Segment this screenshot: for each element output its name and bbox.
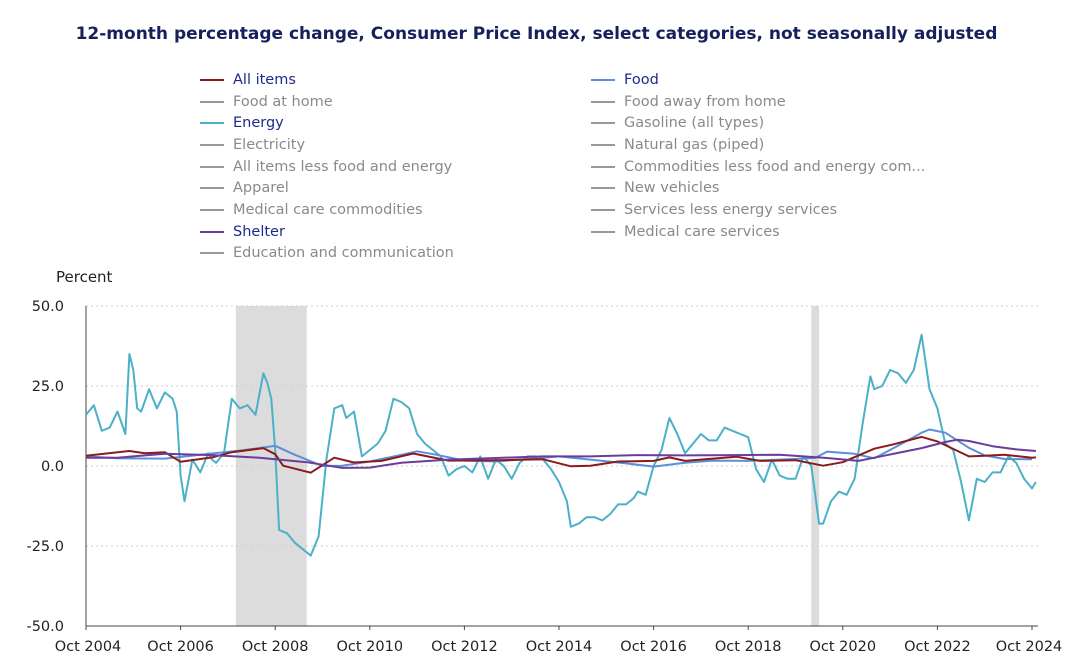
x-tick-label: Oct 2018: [715, 639, 782, 655]
y-axis-label: Percent: [56, 268, 113, 286]
x-tick-label: Oct 2022: [904, 639, 971, 655]
legend-label: Commodities less food and energy com...: [624, 158, 926, 175]
legend-item[interactable]: Medical care services: [591, 221, 925, 243]
legend-label: Food at home: [233, 93, 333, 110]
legend-label: Apparel: [233, 180, 289, 197]
series-line-food: [85, 428, 1033, 468]
legend-item[interactable]: Education and communication: [200, 243, 454, 265]
legend-swatch: [200, 78, 224, 81]
legend-right-column: Food Food away from home Gasoline (all typ…: [591, 69, 925, 243]
legend-item[interactable]: Electricity: [200, 134, 454, 156]
legend-item[interactable]: Apparel: [200, 177, 454, 199]
y-tick-label: 25.0: [32, 379, 64, 395]
legend-label: Shelter: [233, 223, 285, 240]
legend-swatch: [591, 165, 615, 168]
x-tick-label: Oct 2012: [431, 639, 498, 655]
legend-item[interactable]: All items: [200, 69, 454, 91]
legend-label: Energy: [233, 115, 284, 132]
x-tick-label: Oct 2006: [147, 639, 214, 655]
series-line-all-items: [85, 435, 1036, 474]
legend-swatch: [591, 122, 615, 125]
x-tick-label: Oct 2024: [996, 639, 1063, 655]
legend-label: Electricity: [233, 136, 306, 153]
legend-item[interactable]: Gasoline (all types): [591, 112, 925, 134]
series-line-shelter: [86, 438, 1036, 469]
legend-label: Food: [624, 71, 659, 88]
legend-item[interactable]: Food away from home: [591, 91, 925, 113]
x-tick-label: Oct 2008: [242, 639, 309, 655]
legend-swatch: [200, 208, 224, 211]
legend-swatch: [591, 208, 615, 211]
legend-label: Education and communication: [233, 245, 454, 262]
legend-label: All items less food and energy: [233, 158, 453, 175]
legend-swatch: [200, 187, 224, 190]
y-tick-label: -50.0: [26, 619, 64, 635]
legend-swatch: [200, 100, 224, 103]
x-tick-label: Oct 2014: [526, 639, 593, 655]
legend-item[interactable]: Shelter: [200, 221, 454, 243]
recession-shading: [811, 306, 820, 626]
legend-swatch: [591, 187, 615, 190]
legend-label: Services less energy services: [624, 201, 838, 218]
legend-item[interactable]: New vehicles: [591, 177, 925, 199]
x-tick-label: Oct 2010: [337, 639, 404, 655]
legend-swatch: [200, 143, 224, 146]
legend-left-column: All items Food at home Energy Electricity Al…: [200, 69, 454, 264]
legend-label: Medical care commodities: [233, 201, 423, 218]
y-tick-label: 0.0: [41, 459, 64, 475]
legend-label: Gasoline (all types): [624, 115, 765, 132]
legend-item[interactable]: Commodities less food and energy com...: [591, 156, 925, 178]
legend-swatch: [200, 230, 224, 233]
legend-item[interactable]: Services less energy services: [591, 199, 925, 221]
legend-item[interactable]: Food at home: [200, 91, 454, 113]
x-tick-label: Oct 2016: [620, 639, 687, 655]
legend-swatch: [200, 122, 224, 125]
legend-item[interactable]: Natural gas (piped): [591, 134, 925, 156]
x-tick-label: Oct 2020: [810, 639, 877, 655]
legend-label: Natural gas (piped): [624, 136, 765, 153]
y-tick-label: 50.0: [32, 299, 64, 315]
chart-title: 12-month percentage change, Consumer Pri…: [75, 24, 998, 44]
legend-swatch: [591, 100, 615, 103]
legend-label: Food away from home: [624, 93, 786, 110]
legend-label: All items: [233, 71, 296, 88]
legend-item[interactable]: Food: [591, 69, 925, 91]
legend-swatch: [200, 252, 224, 255]
legend-label: New vehicles: [624, 180, 720, 197]
legend-swatch: [200, 165, 224, 168]
legend-swatch: [591, 143, 615, 146]
legend-item[interactable]: All items less food and energy: [200, 156, 454, 178]
legend-swatch: [591, 230, 615, 233]
y-tick-label: -25.0: [26, 539, 64, 555]
legend-label: Medical care services: [624, 223, 780, 240]
legend-item[interactable]: Energy: [200, 112, 454, 134]
x-tick-label: Oct 2004: [55, 639, 122, 655]
legend-swatch: [591, 78, 615, 81]
legend-item[interactable]: Medical care commodities: [200, 199, 454, 221]
